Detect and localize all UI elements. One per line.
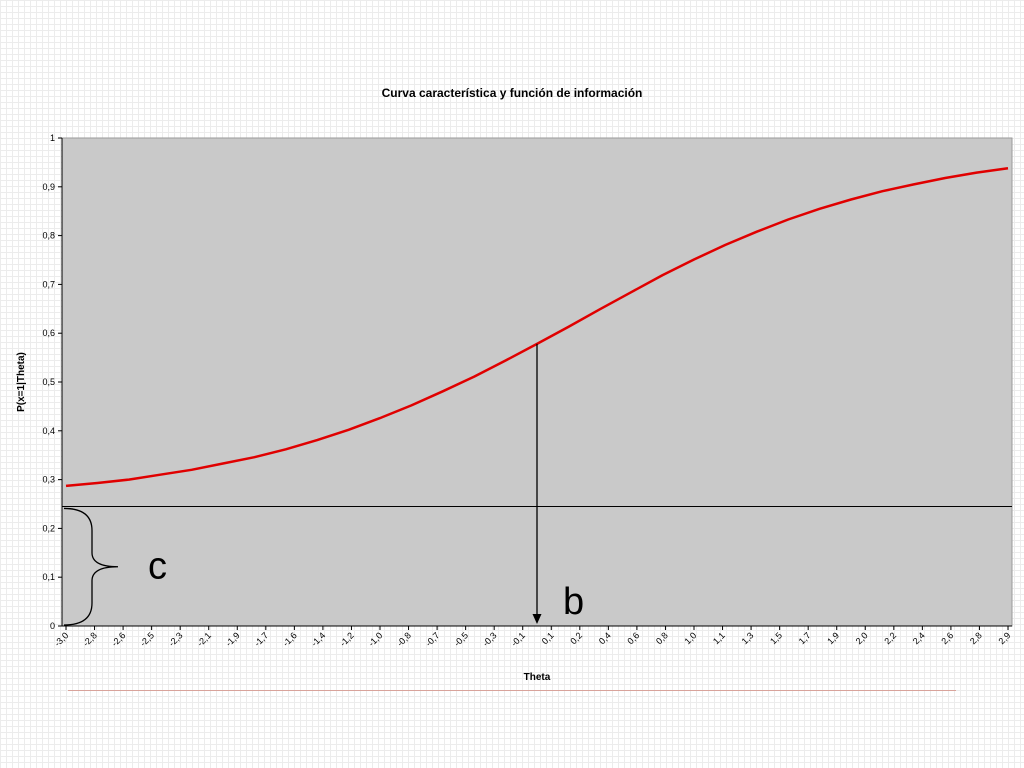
y-axis-ticks: 0 0,1 0,2 0,3 0,4 0,5 0,6 0,7 0,8 0,9 1 xyxy=(42,133,62,631)
x-tick-label: 2,6 xyxy=(939,630,955,646)
x-tick-label: -1,2 xyxy=(338,630,356,648)
y-tick-label: 0,2 xyxy=(42,523,55,533)
x-tick-label: -1,6 xyxy=(281,630,299,648)
x-tick-label: -1,9 xyxy=(224,630,242,648)
x-tick-label: -2,3 xyxy=(167,630,185,648)
x-tick-label: 2,9 xyxy=(996,630,1012,646)
b-label: b xyxy=(563,581,584,623)
x-tick-label: -2,6 xyxy=(109,630,127,648)
x-tick-label: -0,8 xyxy=(395,630,413,648)
x-tick-label: 1,0 xyxy=(682,630,698,646)
x-tick-label: -2,5 xyxy=(138,630,156,648)
arrow-down-icon xyxy=(532,614,542,624)
icc-curve-line xyxy=(65,167,1009,488)
x-tick-label: 0,2 xyxy=(568,630,584,646)
x-tick-label: -2,8 xyxy=(81,630,99,648)
x-tick-label: -0,1 xyxy=(509,630,527,648)
x-tick-label: -0,7 xyxy=(423,630,441,648)
y-tick-label: 0,7 xyxy=(42,279,55,289)
x-tick-label: -0,3 xyxy=(481,630,499,648)
footer-divider xyxy=(68,690,956,691)
x-axis-ticks: -3,0 -2,8 -2,6 -2,5 -2,3 -2,1 -1,9 -1,7 -1,6 -1,4… xyxy=(52,626,1012,648)
x-tick-label: 1,7 xyxy=(797,630,813,646)
y-tick-label: 1 xyxy=(50,133,55,143)
chart-title: Curva característica y función de inform… xyxy=(382,86,643,100)
x-tick-label: -2,1 xyxy=(195,630,213,648)
x-tick-label: -3,0 xyxy=(52,630,70,648)
x-tick-label: 2,2 xyxy=(882,630,898,646)
c-label: c xyxy=(148,546,167,588)
c-brace-icon xyxy=(63,507,119,626)
x-tick-label: -1,0 xyxy=(366,630,384,648)
x-tick-label: 0,8 xyxy=(654,630,670,646)
x-tick-label: 2,4 xyxy=(911,630,927,646)
x-tick-label: 1,5 xyxy=(768,630,784,646)
y-tick-label: 0,1 xyxy=(42,572,55,582)
x-tick-label: 2,0 xyxy=(854,630,870,646)
x-tick-label: 0,4 xyxy=(597,630,613,646)
y-tick-label: 0,5 xyxy=(42,377,55,387)
y-tick-label: 0,4 xyxy=(42,426,55,436)
x-tick-label: 1,3 xyxy=(740,630,756,646)
x-tick-label: 0,1 xyxy=(540,630,556,646)
y-tick-label: 0,8 xyxy=(42,231,55,241)
x-tick-label: -1,4 xyxy=(309,630,327,648)
x-tick-label: 1,1 xyxy=(711,630,727,646)
x-tick-label: 1,9 xyxy=(825,630,841,646)
y-tick-label: 0,9 xyxy=(42,182,55,192)
y-tick-label: 0,6 xyxy=(42,328,55,338)
x-tick-label: -1,7 xyxy=(252,630,270,648)
y-tick-label: 0,3 xyxy=(42,475,55,485)
x-tick-label: 0,6 xyxy=(625,630,641,646)
y-tick-label: 0 xyxy=(50,621,55,631)
x-axis-title: Theta xyxy=(524,672,551,683)
x-tick-label: 2,8 xyxy=(968,630,984,646)
x-tick-label: -0,5 xyxy=(452,630,470,648)
y-axis-title: P(x=1|Theta) xyxy=(16,352,27,412)
